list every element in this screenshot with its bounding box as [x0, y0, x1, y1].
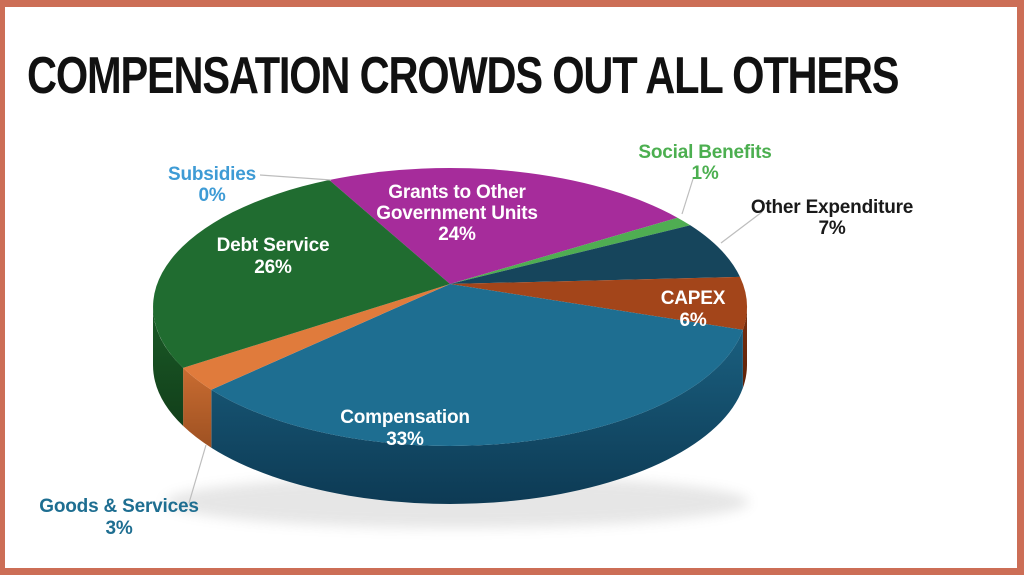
pie-slice-goods-services — [183, 284, 450, 390]
pie-side-capex — [742, 307, 747, 388]
pie-slice-other-expenditure — [450, 225, 740, 284]
pie-slice-grants-to-other-government-units — [329, 168, 678, 284]
pie-slice-debt-service — [153, 180, 451, 368]
pie-label-grants-to-other-government-units: Grants to Other Government Units 24% — [376, 182, 538, 245]
pie-chart: Grants to Other Government Units 24% Social… — [39, 142, 913, 539]
pie-label-subsidies: Subsidies 0% — [168, 164, 256, 206]
pie-label-goods-services: Goods & Services 3% — [39, 496, 198, 539]
slide-title: COMPENSATION CROWDS OUT ALL OTHERS — [27, 47, 900, 105]
leader-line-other-expenditure — [720, 211, 763, 244]
pie-label-capex: CAPEX 6% — [661, 288, 726, 331]
pie-slice-capex — [450, 276, 747, 330]
pie-side-debt-service — [153, 307, 184, 426]
pie-label-compensation: Compensation 33% — [340, 407, 470, 450]
leader-line-goods-services — [188, 444, 207, 504]
pie-label-social-benefits: Social Benefits 1% — [638, 142, 771, 184]
leader-line-social-benefits — [681, 178, 694, 215]
pie-label-debt-service: Debt Service 26% — [217, 235, 330, 278]
pie-side-goods-services — [183, 367, 212, 448]
pie-slice-social-benefits — [450, 217, 691, 284]
leader-line-subsidies — [259, 174, 332, 181]
pie-side-compensation — [211, 329, 743, 504]
pie-label-other-expenditure: Other Expenditure 7% — [751, 197, 913, 239]
pie-slice-compensation — [211, 284, 743, 446]
